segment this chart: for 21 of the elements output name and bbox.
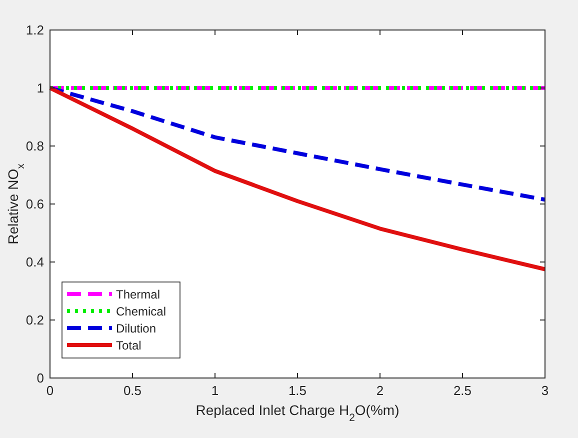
x-tick-label: 0 (46, 383, 54, 398)
line-series (48, 86, 547, 202)
legend-label: Chemical (116, 304, 166, 318)
x-tick-label: 2.5 (453, 383, 472, 398)
x-tick-label: 0.5 (123, 383, 142, 398)
x-tick-label: 1 (211, 383, 219, 398)
legend-label: Total (116, 338, 142, 352)
legend-label: Dilution (116, 322, 156, 336)
y-tick-label: 0.2 (26, 312, 44, 328)
y-tick-label: 0.8 (26, 138, 44, 154)
y-tick-label: 0.4 (26, 254, 44, 270)
x-tick-label: 2 (376, 383, 384, 398)
y-tick-label: 0 (36, 370, 44, 386)
x-tick-label: 3 (541, 383, 549, 398)
line-series (48, 86, 547, 272)
y-tick-label: 1 (36, 80, 44, 96)
legend-label: Thermal (116, 288, 160, 302)
y-tick-label: 0.6 (26, 196, 44, 212)
y-tick-label: 1.2 (26, 22, 44, 38)
x-tick-label: 1.5 (288, 383, 307, 398)
x-axis-title: Replaced Inlet Charge H$_{2}$O(%m) (196, 402, 400, 424)
